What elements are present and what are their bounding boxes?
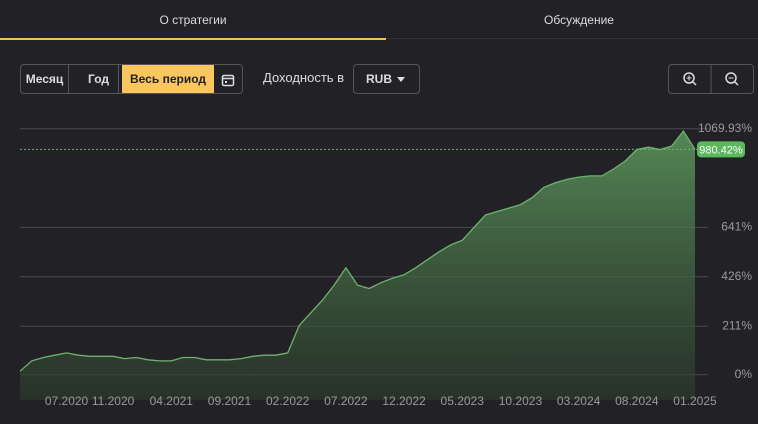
period-group bbox=[20, 64, 243, 94]
x-tick-label: 12.2022 bbox=[382, 394, 426, 408]
period-button[interactable]: Год bbox=[79, 65, 119, 93]
area bbox=[20, 131, 695, 400]
y-tick-label: 1069.93% bbox=[698, 121, 752, 135]
tab[interactable]: О стратегии bbox=[0, 0, 386, 40]
y-tick-label: 211% bbox=[722, 318, 752, 332]
x-tick-label: 07.2022 bbox=[324, 394, 368, 408]
tab[interactable]: Обсуждение bbox=[386, 0, 758, 39]
x-tick-label: 09.2021 bbox=[208, 394, 252, 408]
y-tick-label: 426% bbox=[721, 269, 752, 283]
current-label: 980.42% bbox=[699, 144, 743, 156]
line bbox=[19, 129, 696, 372]
zoom-icons bbox=[683, 65, 739, 93]
zoom-group bbox=[668, 64, 754, 94]
calendar-icon bbox=[221, 74, 235, 87]
x-tick-label: 08.2024 bbox=[615, 394, 659, 408]
y-tick-label: 0% bbox=[735, 367, 753, 381]
x-tick-label: 02.2022 bbox=[266, 394, 310, 408]
x-tick-label: 04.2021 bbox=[150, 394, 194, 408]
x-tick-label: 10.2023 bbox=[499, 394, 543, 408]
y-tick-label: 641% bbox=[721, 220, 752, 234]
x-tick-label: 05.2023 bbox=[441, 394, 485, 408]
x-tick-label: 03.2024 bbox=[557, 394, 601, 408]
x-tick-label: 07.2020 bbox=[45, 394, 89, 408]
currency-label: Доходность в bbox=[263, 70, 345, 85]
currency-select[interactable]: RUB bbox=[353, 64, 420, 94]
x-tick-label: 01.2025 bbox=[673, 394, 717, 408]
dropdown-arrow bbox=[397, 77, 405, 82]
current-badge bbox=[697, 141, 745, 158]
currency: RUB bbox=[366, 72, 392, 86]
calendar-button[interactable] bbox=[214, 65, 242, 93]
period-button[interactable]: Весь период bbox=[122, 65, 214, 93]
x-tick-label: 11.2020 bbox=[92, 394, 135, 408]
period-button[interactable]: Месяц bbox=[21, 65, 69, 93]
